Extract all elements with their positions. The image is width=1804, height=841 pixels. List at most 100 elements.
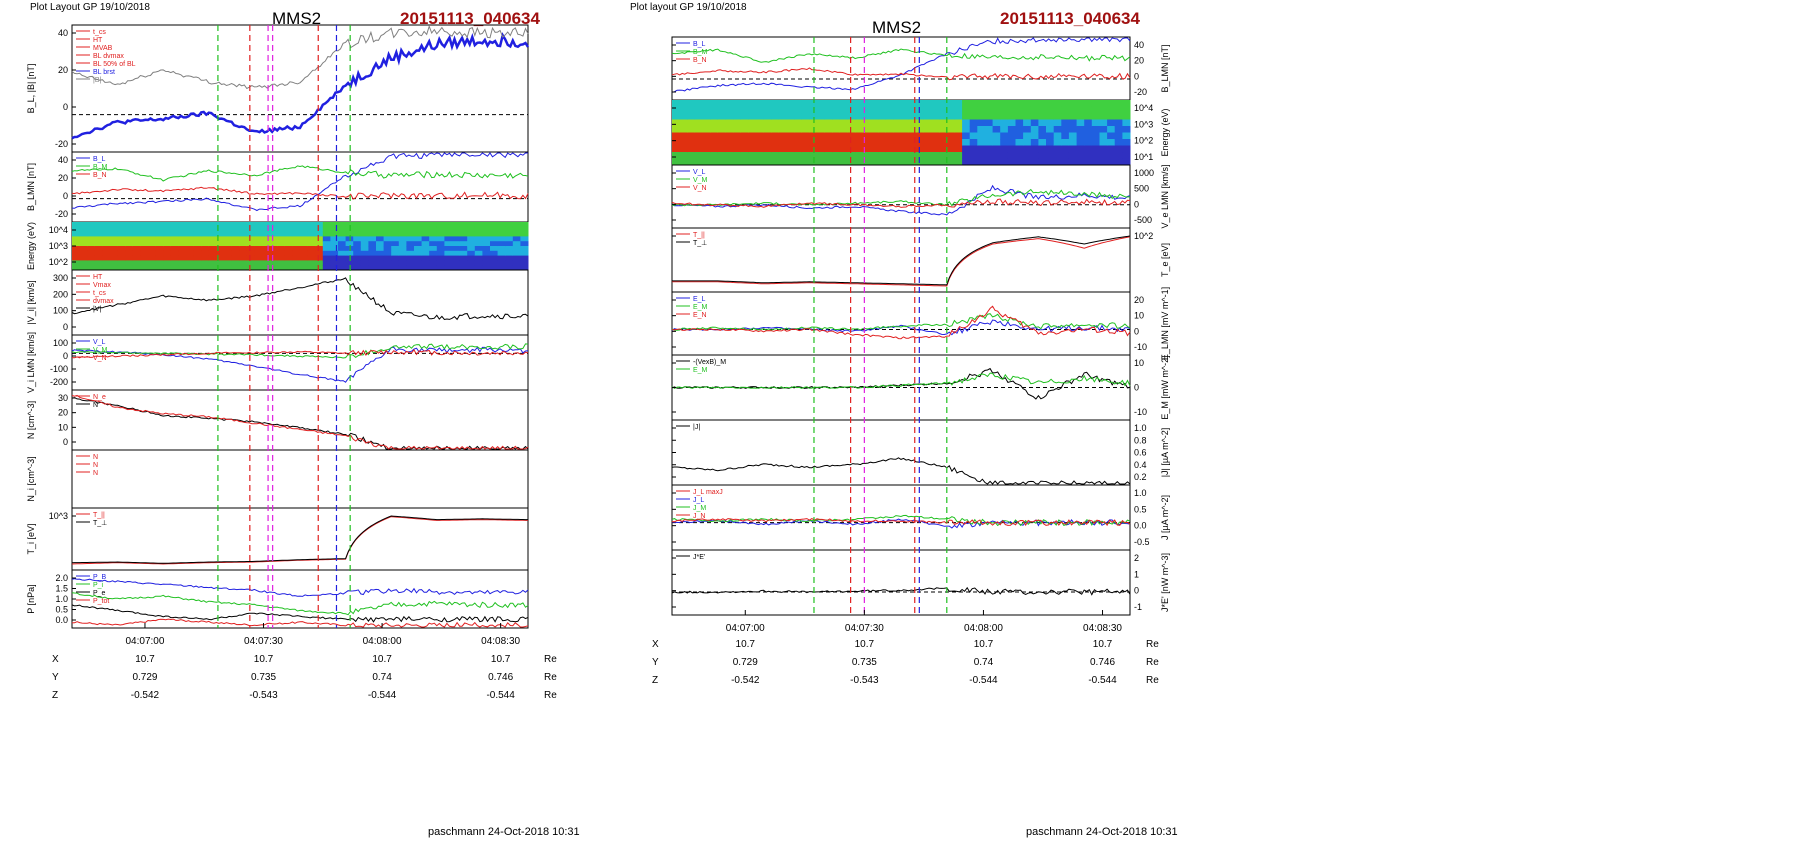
heatmap-cell <box>763 106 772 114</box>
heatmap-cell <box>1122 132 1131 140</box>
heatmap-cell <box>254 246 263 252</box>
heatmap-cell <box>672 119 681 127</box>
heatmap-cell <box>1084 113 1093 120</box>
heatmap-cell <box>687 100 696 107</box>
heatmap-cell <box>687 132 696 140</box>
heatmap-cell <box>474 260 483 266</box>
heatmap-cell <box>376 226 385 233</box>
heatmap-cell <box>878 100 887 107</box>
heatmap-cell <box>262 255 271 261</box>
heatmap-cell <box>717 139 726 146</box>
panel-frame <box>671 549 1131 616</box>
heatmap-cell <box>977 126 986 133</box>
heatmap-cell <box>94 222 103 228</box>
legend-entry: P_tot <box>93 598 109 605</box>
heatmap-cell <box>467 231 476 237</box>
heatmap-cell <box>702 106 711 114</box>
heatmap-cell <box>300 241 309 247</box>
heatmap-cell <box>474 226 483 233</box>
y-tick-label: 0 <box>1134 199 1139 209</box>
heatmap-cell <box>969 106 978 114</box>
y-tick-label: 10 <box>58 422 68 432</box>
heatmap-cell <box>1023 113 1032 120</box>
heatmap-cell <box>931 126 940 133</box>
heatmap-cell <box>94 265 103 271</box>
heatmap-cell <box>338 255 347 261</box>
panel-frame <box>671 291 1131 356</box>
heatmap-cell <box>102 260 111 266</box>
heatmap-cell <box>383 222 392 228</box>
heatmap-cell <box>110 241 119 247</box>
series-line <box>672 188 1131 207</box>
heatmap-cell <box>170 246 179 252</box>
layout-title: Plot Layout GP 19/10/2018 <box>30 2 150 13</box>
heatmap-cell <box>452 236 461 242</box>
series-line <box>672 236 1131 287</box>
heatmap-cell <box>452 226 461 233</box>
heatmap-cell <box>740 139 749 146</box>
heatmap-cell <box>763 145 772 153</box>
legend-entry: |J| <box>693 424 700 431</box>
heatmap-cell <box>1053 158 1062 166</box>
heatmap-cell <box>954 145 963 153</box>
x-tick-label: 04:08:30 <box>1083 623 1122 634</box>
series-line <box>671 305 1131 340</box>
heatmap-cell <box>170 250 179 257</box>
heatmap-cell <box>391 241 400 247</box>
heatmap-cell <box>254 250 263 257</box>
heatmap-cell <box>330 250 339 257</box>
heatmap-cell <box>962 100 971 107</box>
heatmap-cell <box>885 152 894 159</box>
heatmap-cell <box>102 222 111 228</box>
heatmap-cell <box>239 255 248 261</box>
heatmap-cell <box>155 246 164 252</box>
heatmap-cell <box>939 100 948 107</box>
heatmap-cell <box>1023 132 1032 140</box>
ephemeris-value: 10.7 <box>491 654 511 665</box>
heatmap-cell <box>1023 139 1032 146</box>
legend-entry: dvmax <box>93 298 114 305</box>
heatmap-cell <box>444 246 453 252</box>
heatmap-cell <box>178 246 187 252</box>
heatmap-cell <box>368 222 377 228</box>
heatmap-cell <box>1015 139 1024 146</box>
heatmap-cell <box>391 265 400 271</box>
heatmap-cell <box>300 236 309 242</box>
heatmap-cell <box>444 250 453 257</box>
heatmap-cell <box>178 231 187 237</box>
heatmap-cell <box>901 126 910 133</box>
series-line <box>671 198 1131 208</box>
heatmap-cell <box>962 119 971 127</box>
heatmap-cell <box>901 106 910 114</box>
heatmap-cell <box>901 145 910 153</box>
heatmap-cell <box>885 100 894 107</box>
y-axis-label: Energy (eV) <box>1160 108 1170 156</box>
legend-entry: E_N <box>693 312 707 319</box>
heatmap-cell <box>862 152 871 159</box>
heatmap-cell <box>345 231 354 237</box>
heatmap-cell <box>163 246 172 252</box>
heatmap-cell <box>117 241 126 247</box>
heatmap-cell <box>292 255 301 261</box>
heatmap-cell <box>246 231 255 237</box>
heatmap-cell <box>505 250 514 257</box>
legend-entry: T_|| <box>93 512 105 519</box>
heatmap-cell <box>1076 106 1085 114</box>
heatmap-cell <box>847 106 856 114</box>
heatmap-cell <box>916 119 925 127</box>
heatmap-cell <box>1046 126 1055 133</box>
heatmap-cell <box>155 231 164 237</box>
heatmap-cell <box>353 222 362 228</box>
heatmap-cell <box>315 226 324 233</box>
heatmap-cell <box>110 231 119 237</box>
heatmap-cell <box>155 222 164 228</box>
heatmap-cell <box>794 158 803 166</box>
heatmap-cell <box>520 260 529 266</box>
heatmap-cell <box>467 241 476 247</box>
heatmap-cell <box>512 226 521 233</box>
heatmap-cell <box>862 145 871 153</box>
y-axis-label: E_M [mW m^-2] <box>1160 355 1170 419</box>
heatmap-cell <box>284 222 293 228</box>
heatmap-cell <box>794 106 803 114</box>
heatmap-cell <box>155 226 164 233</box>
